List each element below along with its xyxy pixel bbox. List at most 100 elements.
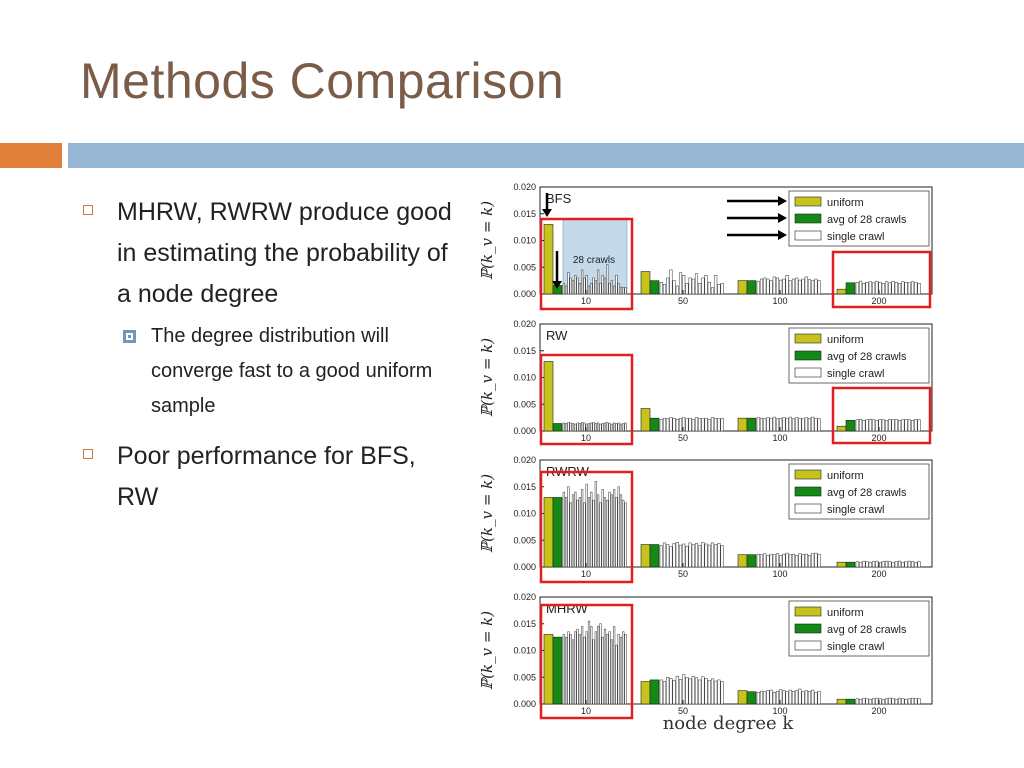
bar-single [594, 423, 597, 432]
bar-single [581, 422, 584, 432]
bar-single [804, 417, 808, 432]
bar-single [795, 277, 799, 295]
bar-single [624, 287, 627, 295]
bar-single [567, 486, 570, 568]
bar-single [901, 698, 905, 705]
y-tick-label: 0.005 [513, 535, 536, 545]
bar-single [682, 417, 686, 432]
bar-single [914, 698, 918, 705]
y-tick-label: 0.020 [513, 455, 536, 465]
bar-single [698, 545, 702, 568]
bar-single [583, 277, 586, 295]
bar-single [590, 626, 593, 705]
bar-single [807, 690, 812, 705]
x-tick-label: 10 [581, 296, 591, 306]
y-tick-label: 0.015 [513, 346, 536, 356]
bar-single [904, 561, 908, 568]
bar-single [855, 561, 859, 568]
bar-single [885, 420, 889, 432]
bar-single [617, 422, 620, 432]
bar-single [917, 419, 921, 432]
bar-single [615, 275, 618, 295]
bar-single [785, 417, 789, 432]
bar-avg [649, 544, 660, 568]
bar-uniform [640, 271, 651, 295]
bar-single [885, 281, 889, 295]
bar-single [791, 418, 796, 432]
bar-single [904, 281, 908, 295]
bar-single [807, 417, 812, 432]
bar-single [603, 497, 607, 568]
bar-single [914, 561, 918, 568]
bar-single [682, 674, 686, 705]
bar-single [763, 277, 767, 295]
bar-single [666, 277, 670, 295]
bar-single [885, 560, 889, 568]
bar-single [574, 275, 577, 295]
header-band [68, 143, 1024, 168]
bar-single [601, 423, 604, 432]
bar-single [688, 417, 692, 432]
bar-single [904, 698, 908, 705]
bar-single [587, 423, 591, 432]
bar-single [613, 285, 616, 295]
bar-single [817, 553, 821, 568]
bar-single [714, 275, 718, 295]
bar-single [775, 690, 780, 705]
arrow-head [778, 230, 787, 240]
bar-single [782, 690, 786, 705]
bar-single [801, 554, 805, 568]
legend-label: avg of 28 crawls [827, 214, 907, 226]
legend-swatch [794, 469, 822, 480]
bar-single [694, 417, 699, 432]
bar-single [678, 417, 683, 432]
y-axis-label: ℙ(k_v = k) [478, 474, 496, 553]
bar-single [714, 417, 718, 432]
bar-single [898, 697, 902, 705]
chart-panel-mhrw: 0.000 0.005 0.010 0.015 0.020 ℙ(k_v = k) 10 50 1… [478, 592, 933, 716]
accent-bar [0, 143, 62, 168]
y-axis-label: ℙ(k_v = k) [478, 338, 496, 417]
bar-single [610, 494, 613, 568]
bar-single [606, 634, 609, 705]
bar-single [691, 278, 695, 295]
bar-single [615, 497, 618, 568]
bar-single [898, 283, 902, 295]
bar-single [862, 420, 866, 432]
bar-single [622, 631, 625, 705]
bar-single [565, 423, 568, 432]
bar-single [615, 423, 618, 432]
bar-avg [746, 691, 757, 705]
bar-single [622, 287, 625, 295]
bullet-item: MHRW, RWRW produce good in estimating th… [80, 192, 460, 315]
bar-single [567, 422, 570, 432]
y-tick-label: 0.015 [513, 482, 536, 492]
legend-swatch [794, 213, 822, 224]
bullet-text: Poor performance for BFS, RW [117, 442, 416, 511]
highlight-box [539, 217, 634, 311]
slide-title: Methods Comparison [80, 53, 565, 109]
bar-single [865, 698, 869, 705]
y-tick-label: 0.015 [513, 209, 536, 219]
bar-single [714, 680, 718, 705]
bar-single [817, 280, 821, 295]
bar-single [766, 554, 770, 568]
bar-single [707, 281, 711, 295]
bar-avg [746, 280, 757, 295]
y-tick-label: 0.005 [513, 262, 536, 272]
bar-single [875, 697, 879, 705]
bar-single [662, 417, 667, 432]
bar-single [701, 542, 705, 568]
bullet-item: Poor performance for BFS, RW [80, 436, 460, 518]
bar-single [599, 623, 602, 705]
bar-single [675, 675, 679, 705]
bar-single [608, 423, 611, 432]
bar-single [914, 281, 918, 295]
bar-single [795, 554, 799, 568]
legend-label: single crawl [827, 504, 884, 516]
bar-single [571, 423, 575, 432]
bar-single [610, 423, 613, 432]
bar-single [720, 545, 724, 568]
bar-single [694, 543, 699, 568]
bar-avg [746, 554, 757, 568]
